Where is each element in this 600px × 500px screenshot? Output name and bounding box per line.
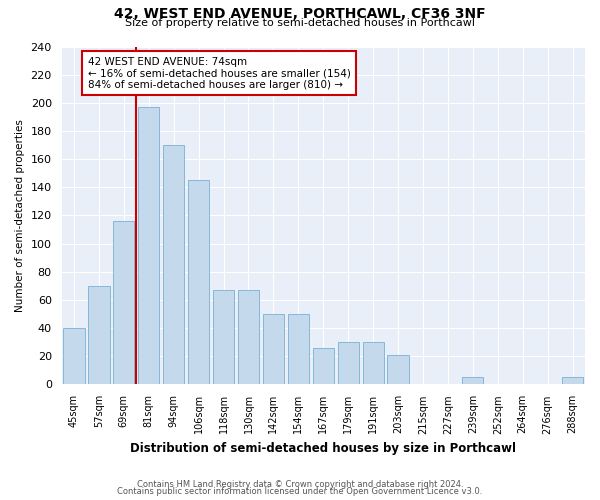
- Bar: [163, 145, 184, 384]
- Bar: [562, 378, 583, 384]
- Bar: [113, 221, 134, 384]
- Bar: [238, 290, 259, 384]
- Bar: [338, 342, 359, 384]
- Text: Contains public sector information licensed under the Open Government Licence v3: Contains public sector information licen…: [118, 488, 482, 496]
- X-axis label: Distribution of semi-detached houses by size in Porthcawl: Distribution of semi-detached houses by …: [130, 442, 516, 455]
- Bar: [213, 290, 234, 384]
- Bar: [313, 348, 334, 385]
- Text: 42 WEST END AVENUE: 74sqm
← 16% of semi-detached houses are smaller (154)
84% of: 42 WEST END AVENUE: 74sqm ← 16% of semi-…: [88, 56, 350, 90]
- Bar: [188, 180, 209, 384]
- Bar: [263, 314, 284, 384]
- Bar: [288, 314, 309, 384]
- Bar: [64, 328, 85, 384]
- Text: 42, WEST END AVENUE, PORTHCAWL, CF36 3NF: 42, WEST END AVENUE, PORTHCAWL, CF36 3NF: [114, 8, 486, 22]
- Y-axis label: Number of semi-detached properties: Number of semi-detached properties: [15, 119, 25, 312]
- Text: Size of property relative to semi-detached houses in Porthcawl: Size of property relative to semi-detach…: [125, 18, 475, 28]
- Bar: [462, 378, 484, 384]
- Bar: [362, 342, 384, 384]
- Bar: [138, 107, 160, 384]
- Text: Contains HM Land Registry data © Crown copyright and database right 2024.: Contains HM Land Registry data © Crown c…: [137, 480, 463, 489]
- Bar: [388, 355, 409, 384]
- Bar: [88, 286, 110, 384]
